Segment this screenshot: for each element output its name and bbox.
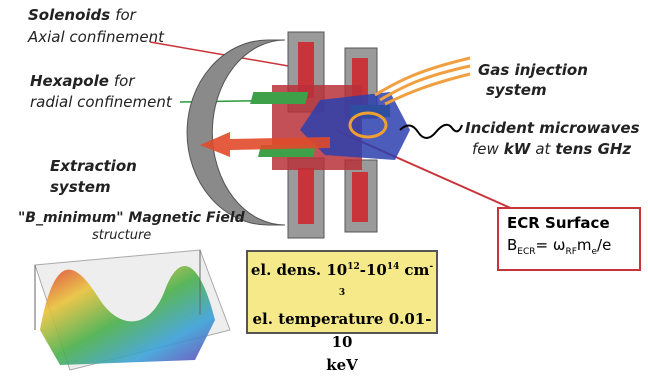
text-part: 12 (347, 262, 360, 272)
field-surface-plot (35, 250, 230, 370)
field-label: "B_minimum" Magnetic Field (18, 208, 245, 228)
ecr-formula: BECR= ωRFme/e (507, 236, 639, 257)
text-part: few (472, 140, 499, 158)
hexapole-sub: radial confinement (30, 92, 172, 112)
ecr-title: ECR Surface (507, 214, 639, 232)
text-part: at (535, 140, 550, 158)
text-part: for (115, 6, 136, 24)
temperature-unit: keV (248, 354, 436, 377)
solenoids-label: Solenoids for (28, 5, 136, 25)
text-part: cm (404, 261, 429, 279)
text-part: Solenoids (28, 6, 110, 24)
text-part: m (577, 236, 592, 254)
ecr-box: ECR Surface BECR= ωRFme/e (497, 207, 641, 271)
text-part: Hexapole (30, 72, 109, 90)
text-part: ECR (517, 247, 535, 257)
gas-sub: system (486, 80, 547, 100)
diagram: Solenoids for Axial confinement Hexapole f… (0, 0, 648, 379)
text-part: = ω (536, 236, 566, 254)
text-part: 14 (387, 262, 400, 272)
extraction-sub: system (50, 177, 111, 197)
field-sub: structure (92, 226, 151, 246)
microwave-label: Incident microwaves (465, 118, 640, 138)
text-part: -10 (360, 261, 387, 279)
temperature: el. temperature 0.01-10 (248, 308, 436, 354)
text-part: /e (597, 236, 611, 254)
extraction-label: Extraction (50, 156, 137, 176)
text-part: tens GHz (555, 140, 631, 158)
hexapole-label: Hexapole for (30, 71, 135, 91)
solenoids-sub: Axial confinement (28, 27, 164, 47)
text-part: for (114, 72, 135, 90)
gas-label: Gas injection (478, 60, 588, 80)
text-part: kW (504, 140, 531, 158)
text-part: RF (565, 247, 576, 257)
text-part: el. dens. 10 (251, 261, 347, 279)
text-part: B (507, 236, 517, 254)
